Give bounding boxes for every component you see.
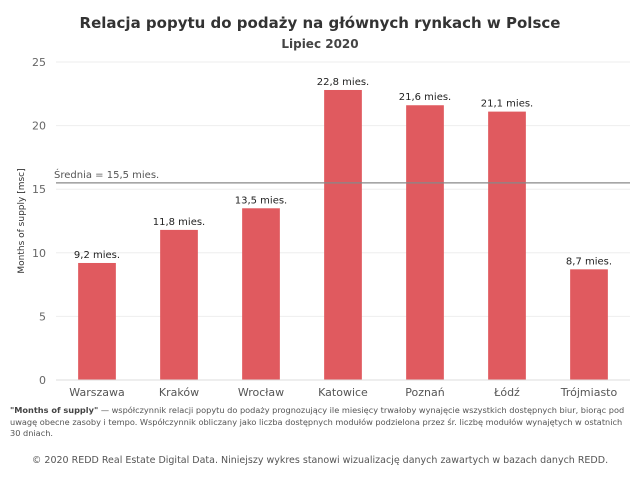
y-tick-label: 10 <box>32 247 46 260</box>
x-tick-label: Warszawa <box>69 386 124 399</box>
bar-trójmiasto <box>570 269 608 380</box>
x-tick-label: Poznań <box>405 386 444 399</box>
x-tick-label: Wrocław <box>238 386 284 399</box>
bar-poznań <box>406 105 444 381</box>
chart-subtitle: Lipiec 2020 <box>281 37 359 51</box>
bar-łódź <box>488 111 526 380</box>
bar-wrocław <box>242 208 280 380</box>
bar-kraków <box>160 229 198 380</box>
y-axis-title: Months of supply [msc] <box>17 168 27 273</box>
data-label: 8,7 mies. <box>566 256 612 267</box>
bar-chart: 0 5 10 15 20 25 Months of supply [msc] 9,2 mies… <box>17 56 630 399</box>
chart-title: Relacja popytu do podaży na głównych ryn… <box>79 14 561 32</box>
bar-katowice <box>324 89 362 380</box>
bar-warszawa <box>78 262 116 380</box>
data-label: 13,5 mies. <box>235 195 288 206</box>
footnote-term: "Months of supply" <box>10 405 99 415</box>
y-tick-label: 25 <box>32 56 46 69</box>
data-label: 11,8 mies. <box>153 217 206 228</box>
x-tick-label: Katowice <box>318 386 368 399</box>
data-label: 21,6 mies. <box>399 92 452 103</box>
x-tick-label: Trójmiasto <box>560 386 618 399</box>
y-tick-label: 5 <box>39 310 46 323</box>
x-tick-label: Kraków <box>159 386 199 399</box>
y-tick-label: 15 <box>32 183 46 196</box>
data-label: 22,8 mies. <box>317 77 370 88</box>
footnote-text: — współczynnik relacji popytu do podaży … <box>10 405 625 438</box>
y-tick-label: 0 <box>39 374 46 387</box>
copyright-notice: © 2020 REDD Real Estate Digital Data. Ni… <box>31 455 609 466</box>
footnote: "Months of supply" — współczynnik relacj… <box>10 405 630 440</box>
x-tick-label: Łódź <box>493 386 520 399</box>
average-label: Średnia = 15,5 mies. <box>54 168 159 181</box>
data-label: 9,2 mies. <box>74 250 120 261</box>
y-tick-label: 20 <box>32 120 46 133</box>
data-label: 21,1 mies. <box>481 99 534 110</box>
